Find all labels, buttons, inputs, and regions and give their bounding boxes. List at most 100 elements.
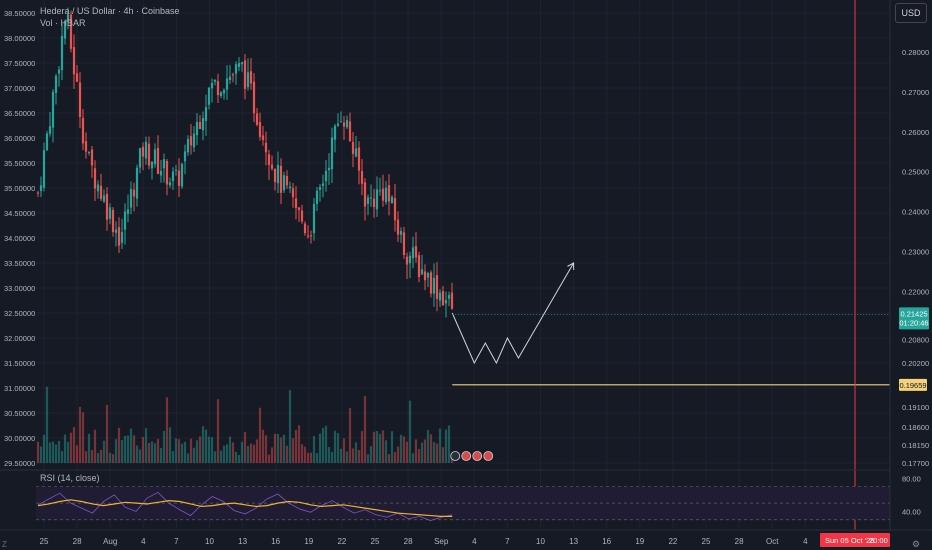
volume-bar <box>303 446 307 463</box>
candle-body <box>204 107 208 121</box>
candle-body <box>264 142 268 153</box>
candle-body <box>144 141 148 159</box>
volume-title: Vol · HBAR <box>40 18 86 28</box>
x-tick-label: 4 <box>472 537 477 546</box>
candle-body <box>234 64 238 74</box>
volume-bar <box>309 452 313 463</box>
x-tick-label: 25 <box>371 537 380 546</box>
volume-bar <box>342 438 346 463</box>
x-tick-label: 4 <box>803 537 808 546</box>
candle-body <box>180 163 184 187</box>
candle-body <box>309 235 313 237</box>
candle-body <box>135 167 139 199</box>
volume-bar <box>312 436 316 463</box>
volume-bar <box>45 386 49 463</box>
volume-bar <box>84 451 88 463</box>
event-icon <box>450 451 461 461</box>
candle-body <box>90 149 94 166</box>
candle-body <box>51 91 55 128</box>
candle-body <box>105 193 109 220</box>
candle-body <box>444 300 448 304</box>
candle-body <box>327 167 331 171</box>
volume-bar <box>105 404 109 463</box>
candle-body <box>390 196 394 204</box>
candle-body <box>351 142 355 154</box>
volume-bar <box>390 431 394 463</box>
candle-body <box>345 120 349 128</box>
volume-bar <box>186 453 190 463</box>
x-tick-label: 16 <box>602 537 611 546</box>
drawing-tools[interactable] <box>451 0 890 530</box>
candle-body <box>120 232 124 243</box>
candle-body <box>192 133 196 148</box>
x-tick-label: 22 <box>337 537 346 546</box>
left-axis-label: 30.00000 <box>4 434 35 443</box>
candle-body <box>111 209 115 233</box>
volume-bar <box>252 444 256 463</box>
candle-body <box>138 148 142 168</box>
left-axis-label: 34.00000 <box>4 234 35 243</box>
candle-body <box>87 151 91 154</box>
candle-body <box>39 185 43 191</box>
volume-bar <box>150 441 154 463</box>
candle-body <box>225 78 229 90</box>
x-tick-label: Aug <box>103 537 117 546</box>
x-tick-label: 19 <box>304 537 313 546</box>
settings-icon[interactable]: ⚙ <box>912 539 921 549</box>
x-tick-label: 4 <box>141 537 146 546</box>
volume-bar <box>237 454 241 463</box>
volume-bar <box>279 437 283 463</box>
candle-body <box>324 170 328 182</box>
volume-bar <box>129 428 133 463</box>
volume-bar <box>36 441 40 463</box>
left-axis-label: 30.50000 <box>4 409 35 418</box>
red-marker-tag <box>820 533 890 547</box>
candle-body <box>198 122 202 130</box>
volume-bar <box>234 451 238 463</box>
volume-bar <box>261 429 265 463</box>
volume-bar <box>267 454 271 463</box>
candle-body <box>387 185 391 202</box>
right-axis-label: 0.23000 <box>902 248 929 257</box>
candle-body <box>372 198 376 208</box>
volume-bar <box>87 433 91 463</box>
volume-bar <box>231 442 235 463</box>
right-axis-label: 0.22000 <box>902 287 929 296</box>
bottom-left-label: Z <box>2 540 7 549</box>
volume-bar <box>366 454 370 463</box>
volume-bar <box>123 435 127 463</box>
left-axis-label: 32.50000 <box>4 309 35 318</box>
volume-bar <box>81 412 85 463</box>
candle-body <box>174 169 178 171</box>
rsi-pane: 80.00 40.00 <box>0 469 921 521</box>
level-price-text: 0.19659 <box>899 381 926 390</box>
candle-body <box>366 197 370 204</box>
volume-bar <box>354 442 358 463</box>
volume-bar <box>375 431 379 463</box>
volume-bar <box>408 400 412 463</box>
candle-body <box>201 117 205 131</box>
volume-bar <box>447 425 451 463</box>
left-axis-label: 29.50000 <box>4 459 35 468</box>
candle-body <box>438 292 442 301</box>
event-icon <box>472 451 483 461</box>
volume-bar <box>156 438 160 463</box>
volume-bars <box>36 386 454 463</box>
volume-bar <box>411 453 415 463</box>
candle-body <box>336 123 340 126</box>
volume-bar <box>345 451 349 463</box>
volume-bar <box>273 433 277 463</box>
candle-body <box>186 139 190 153</box>
x-tick-label: 10 <box>536 537 545 546</box>
volume-bar <box>57 440 61 463</box>
candle-body <box>219 92 223 96</box>
candle-body <box>141 146 145 157</box>
candle-body <box>267 154 271 165</box>
projection-path <box>451 262 575 365</box>
currency-button[interactable]: USD <box>895 3 927 23</box>
volume-bar <box>201 426 205 463</box>
candle-body <box>153 149 157 165</box>
volume-bar <box>420 442 424 463</box>
candle-body <box>36 192 40 194</box>
